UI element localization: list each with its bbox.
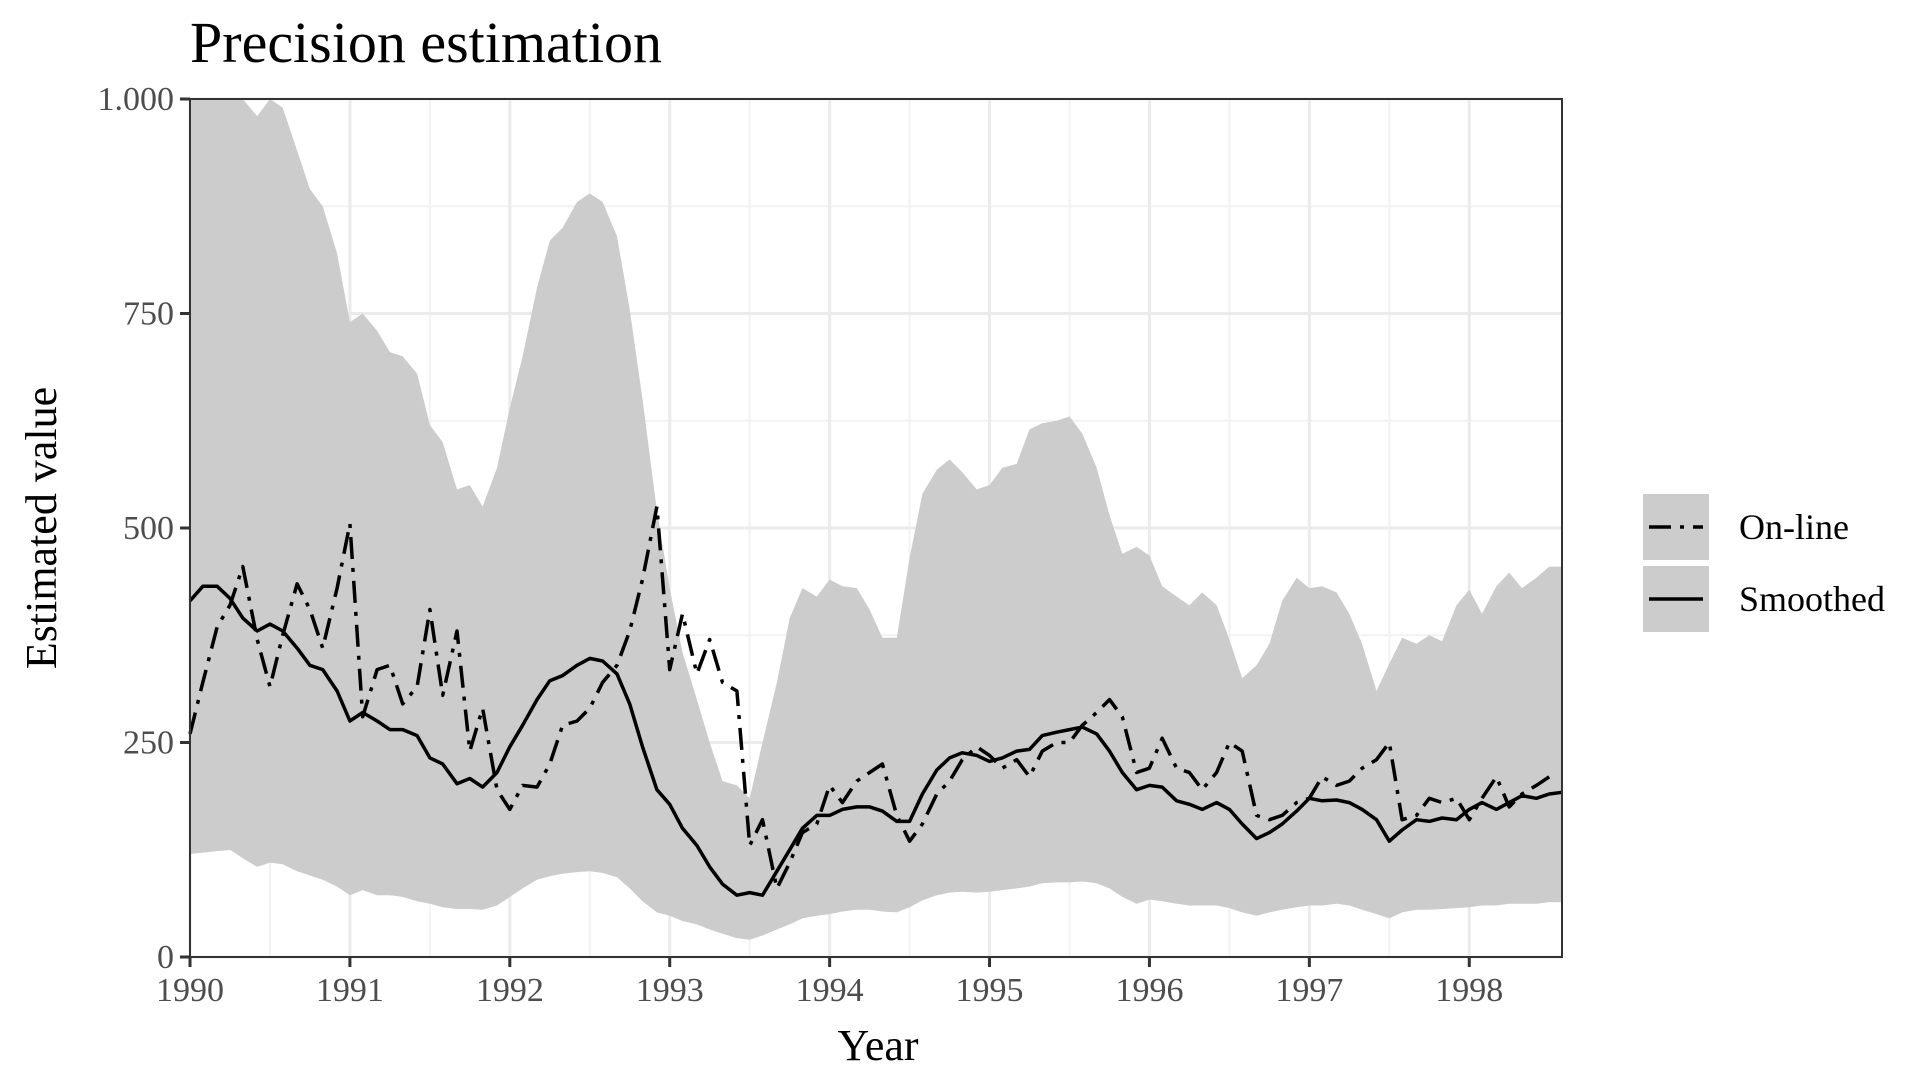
x-tick-label: 1995 bbox=[956, 972, 1024, 1009]
confidence-band bbox=[190, 99, 1562, 940]
chart-title: Precision estimation bbox=[190, 10, 662, 75]
y-tick-label: 1.000 bbox=[98, 81, 175, 118]
x-tick-label: 1996 bbox=[1115, 972, 1183, 1009]
x-tick-label: 1991 bbox=[316, 972, 384, 1009]
y-axis: 0 250 500 750 1.000 bbox=[98, 81, 190, 976]
x-tick-label: 1993 bbox=[636, 972, 704, 1009]
series-line-smoothed bbox=[188, 584, 1563, 897]
y-tick-label: 0 bbox=[157, 939, 174, 976]
x-tick-label: 1997 bbox=[1275, 972, 1343, 1009]
y-axis-title: Estimated value bbox=[17, 387, 66, 669]
x-axis-title: Year bbox=[837, 1021, 918, 1070]
confidence-band-layer bbox=[190, 99, 1562, 940]
x-tick-label: 1994 bbox=[796, 972, 864, 1009]
series-layer bbox=[188, 504, 1563, 897]
x-tick-label: 1992 bbox=[476, 972, 544, 1009]
y-tick-label: 750 bbox=[123, 296, 174, 333]
x-axis: 1990 1991 1992 1993 1994 1995 1996 1997 1998 bbox=[156, 957, 1503, 1009]
legend-label: On-line bbox=[1739, 507, 1849, 547]
x-tick-label: 1990 bbox=[156, 972, 224, 1009]
series-line-on-line bbox=[188, 504, 1551, 891]
y-tick-label: 500 bbox=[123, 510, 174, 547]
legend: On-line Smoothed bbox=[1643, 494, 1885, 632]
x-tick-label: 1998 bbox=[1435, 972, 1503, 1009]
y-tick-label: 250 bbox=[123, 725, 174, 762]
legend-label: Smoothed bbox=[1739, 579, 1885, 619]
